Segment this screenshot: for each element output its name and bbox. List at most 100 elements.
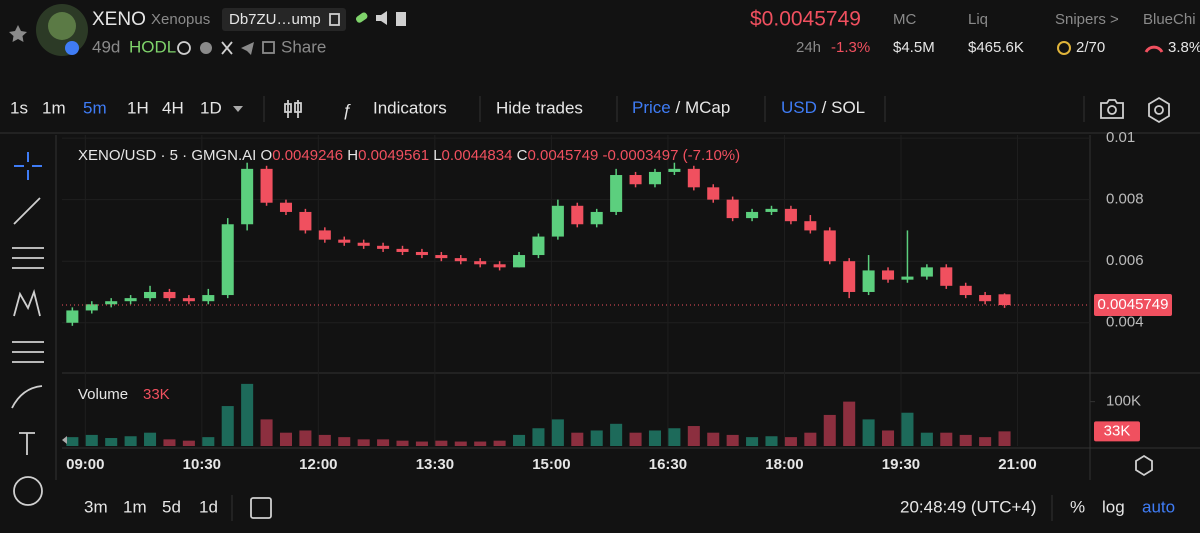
web-icon[interactable] xyxy=(200,42,212,54)
log-toggle[interactable]: log xyxy=(1102,497,1125,516)
settings-icon[interactable] xyxy=(1148,96,1170,124)
candle-body xyxy=(920,267,933,277)
candle-body xyxy=(493,264,506,268)
interval[interactable]: 1H xyxy=(127,98,149,117)
emoji-tool[interactable] xyxy=(13,476,43,506)
candle-body xyxy=(338,239,351,243)
grid xyxy=(62,135,1095,446)
volume-label: Volume xyxy=(78,386,128,403)
address-box[interactable] xyxy=(222,8,346,31)
interval[interactable]: 5m xyxy=(83,98,107,117)
range[interactable]: 1m xyxy=(123,497,147,516)
candle-body xyxy=(85,304,98,311)
volume-bar xyxy=(629,432,642,446)
sol-toggle[interactable]: SOL xyxy=(831,98,865,117)
open: 0.0049246 xyxy=(272,147,343,164)
change-label: 24h xyxy=(796,39,821,56)
pattern-tool[interactable] xyxy=(13,288,41,317)
axis-settings[interactable] xyxy=(1135,454,1153,477)
candle-body xyxy=(979,295,992,302)
volume-bar xyxy=(299,430,312,446)
stat-label[interactable]: Snipers > xyxy=(1055,11,1119,28)
stat-value: $4.5M xyxy=(893,39,935,56)
volume-bar xyxy=(979,437,992,446)
volume-bar xyxy=(940,432,953,446)
usd-toggle[interactable]: USD xyxy=(781,98,817,117)
candle-type-icon[interactable] xyxy=(284,100,302,118)
pill-icon xyxy=(355,12,368,23)
percent-toggle[interactable]: % xyxy=(1070,497,1085,516)
settings-center xyxy=(1154,105,1164,115)
last-price-label: 0.0045749 xyxy=(1098,296,1169,313)
copy-icon[interactable] xyxy=(329,13,340,26)
price-toggle[interactable]: Price xyxy=(632,98,671,117)
legend: XENO/USD · 5 · GMGN.AI O0.0049246 H0.004… xyxy=(78,147,740,164)
volume-bar xyxy=(823,414,836,446)
brush-tool[interactable] xyxy=(11,385,43,409)
stat-label: MC xyxy=(893,11,916,28)
x-tick-label: 19:30 xyxy=(882,456,920,473)
scroll-left[interactable] xyxy=(62,436,67,444)
address[interactable]: Db7ZU…ump xyxy=(229,11,321,28)
candle-body xyxy=(571,205,584,225)
crosshair-tool[interactable] xyxy=(14,152,42,180)
chef-icon xyxy=(396,12,406,26)
volume-bar xyxy=(454,441,467,446)
indicators[interactable]: Indicators xyxy=(373,98,447,117)
candle-body xyxy=(105,301,118,305)
mcap-toggle[interactable]: MCap xyxy=(685,98,730,117)
telegram-icon[interactable] xyxy=(241,42,254,55)
volume-bar xyxy=(163,439,176,446)
range[interactable]: 1d xyxy=(199,497,218,516)
volume-bar xyxy=(920,432,933,446)
slash: / xyxy=(675,98,680,117)
calendar-icon[interactable] xyxy=(250,497,272,519)
dropdown-icon[interactable] xyxy=(233,106,243,112)
avatar-face xyxy=(48,12,76,40)
search-icon[interactable] xyxy=(177,41,191,55)
x-icon[interactable] xyxy=(221,41,233,55)
c-label: C xyxy=(517,147,528,164)
fib-tool[interactable] xyxy=(12,247,44,269)
favorite-icon[interactable] xyxy=(9,25,27,42)
y-tick-label: 0.006 xyxy=(1106,252,1144,269)
x-tick-label: 12:00 xyxy=(299,456,337,473)
candle-body xyxy=(124,298,137,302)
text-tool[interactable] xyxy=(19,432,35,455)
l-label: L xyxy=(433,147,441,164)
candle-body xyxy=(862,270,875,292)
prediction-tool[interactable] xyxy=(12,341,44,363)
interval[interactable]: 1D xyxy=(200,98,222,117)
volume-bar xyxy=(66,437,79,446)
interval[interactable]: 1m xyxy=(42,98,66,117)
volume-bar xyxy=(668,428,681,446)
candle-body xyxy=(901,276,914,280)
fx-icon[interactable]: ƒ xyxy=(342,100,351,119)
share-icon[interactable] xyxy=(262,41,275,54)
line-tool[interactable] xyxy=(13,197,41,225)
interval[interactable]: 4H xyxy=(162,98,184,117)
low: 0.0044834 xyxy=(442,147,513,164)
candle-body xyxy=(66,310,79,323)
candle-body xyxy=(377,245,390,249)
price-mcap[interactable]: Price / MCap xyxy=(632,98,730,117)
candle-body xyxy=(843,261,856,292)
usd-sol[interactable]: USD / SOL xyxy=(781,98,865,117)
interval[interactable]: 1s xyxy=(10,98,28,117)
volume-bar xyxy=(318,434,331,446)
share[interactable]: Share xyxy=(281,37,326,56)
volume-bar xyxy=(862,419,875,446)
candle-body xyxy=(279,202,293,212)
volume-bar xyxy=(202,437,215,446)
camera-icon[interactable] xyxy=(1100,99,1124,119)
range[interactable]: 5d xyxy=(162,497,181,516)
range[interactable]: 3m xyxy=(84,497,108,516)
hide-trades[interactable]: Hide trades xyxy=(496,98,583,117)
volume-bar xyxy=(784,437,797,446)
auto-toggle[interactable]: auto xyxy=(1142,497,1175,516)
token-age: 49d xyxy=(92,37,120,56)
volume-bar xyxy=(338,437,351,446)
volume-bar xyxy=(124,436,137,446)
badge xyxy=(65,41,79,55)
